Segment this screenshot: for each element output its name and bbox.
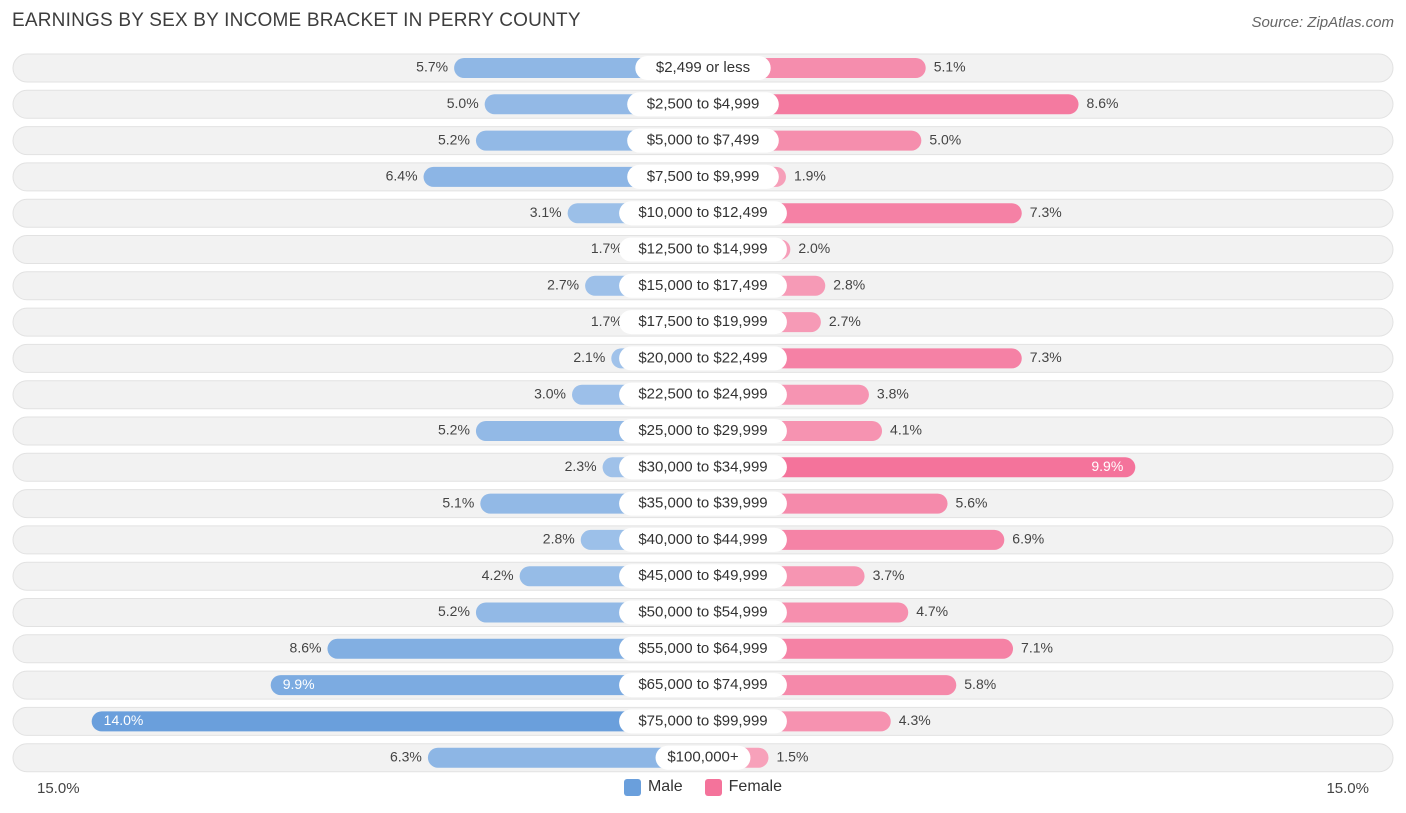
male-bar xyxy=(427,747,703,768)
female-value-label: 7.1% xyxy=(1021,640,1053,656)
category-label-bg xyxy=(619,419,787,443)
female-swatch-icon xyxy=(704,778,722,796)
male-swatch-icon xyxy=(623,778,641,796)
category-label: $100,000+ xyxy=(667,749,739,766)
female-value-label: 5.1% xyxy=(934,59,966,75)
female-value-label: 3.7% xyxy=(873,567,905,583)
female-value-label: 2.7% xyxy=(829,313,861,329)
legend-label-female: Female xyxy=(728,778,783,795)
legend-label-male: Male xyxy=(647,778,683,795)
category-label-bg xyxy=(619,491,787,516)
category-label-bg xyxy=(627,92,779,117)
female-value-label: 6.9% xyxy=(1012,531,1044,547)
female-bar xyxy=(703,94,1079,115)
male-value-label: 14.0% xyxy=(104,712,144,728)
chart-title: EARNINGS BY SEX BY INCOME BRACKET IN PER… xyxy=(12,10,581,31)
female-value-label: 5.8% xyxy=(964,676,996,692)
male-value-label: 2.3% xyxy=(565,458,597,474)
category-label: $50,000 to $54,999 xyxy=(638,603,767,620)
category-label-bg xyxy=(619,455,787,480)
male-value-label: 3.1% xyxy=(530,204,562,220)
male-value-label: 5.2% xyxy=(438,422,470,438)
female-value-label: 7.3% xyxy=(1030,349,1062,365)
female-value-label: 3.8% xyxy=(877,385,909,401)
male-value-label: 5.1% xyxy=(442,494,474,510)
female-value-label: 2.8% xyxy=(833,277,865,293)
category-label-bg xyxy=(655,745,751,770)
legend-item-male[interactable]: Male xyxy=(623,778,683,796)
category-label: $75,000 to $99,999 xyxy=(638,712,767,729)
category-label: $35,000 to $39,999 xyxy=(638,495,767,512)
male-value-label: 2.8% xyxy=(543,531,575,547)
category-label-bg xyxy=(619,382,787,407)
category-label-bg xyxy=(619,310,787,335)
category-label-bg xyxy=(619,273,787,298)
category-label: $5,000 to $7,499 xyxy=(647,132,760,149)
category-label-bg xyxy=(635,56,771,80)
female-value-label: 5.0% xyxy=(929,131,961,147)
female-value-label: 4.7% xyxy=(916,603,948,619)
male-value-label: 5.2% xyxy=(438,603,470,619)
category-label: $55,000 to $64,999 xyxy=(638,640,767,657)
female-value-label: 4.3% xyxy=(899,712,931,728)
male-value-label: 5.0% xyxy=(447,95,479,111)
category-label-bg xyxy=(619,709,787,734)
category-label: $22,500 to $24,999 xyxy=(638,386,767,403)
male-bar xyxy=(91,711,703,732)
female-value-label: 1.9% xyxy=(794,168,826,184)
axis-right-label: 15.0% xyxy=(1326,780,1369,797)
category-label: $2,500 to $4,999 xyxy=(647,95,760,112)
category-label: $7,500 to $9,999 xyxy=(647,168,760,185)
male-value-label: 6.4% xyxy=(386,168,418,184)
category-label-bg xyxy=(619,346,787,371)
category-label-bg xyxy=(627,164,779,189)
female-value-label: 5.6% xyxy=(956,494,988,510)
female-value-label: 2.0% xyxy=(798,240,830,256)
male-bar xyxy=(270,675,703,696)
male-value-label: 2.1% xyxy=(573,349,605,365)
female-value-label: 9.9% xyxy=(1091,458,1123,474)
category-label-bg xyxy=(619,201,787,226)
legend-item-female[interactable]: Female xyxy=(704,778,783,796)
male-value-label: 9.9% xyxy=(283,676,315,692)
category-label-bg xyxy=(619,527,787,552)
category-label: $20,000 to $22,499 xyxy=(638,349,767,366)
category-label-bg xyxy=(619,564,787,589)
category-label-bg xyxy=(619,636,787,661)
female-value-label: 1.5% xyxy=(777,748,809,764)
category-label: $40,000 to $44,999 xyxy=(638,531,767,548)
category-label-bg xyxy=(619,237,787,262)
category-label: $15,000 to $17,499 xyxy=(638,277,767,294)
diverging-bar-chart: 5.7% 5.1% $2,499 or less 5.0% 8.6% $2,500 to … xyxy=(12,53,1394,773)
category-label: $10,000 to $12,499 xyxy=(638,204,767,221)
female-value-label: 7.3% xyxy=(1030,204,1062,220)
male-value-label: 5.7% xyxy=(416,59,448,75)
male-value-label: 6.3% xyxy=(390,748,422,764)
category-label: $12,500 to $14,999 xyxy=(638,240,767,257)
male-value-label: 1.7% xyxy=(591,313,623,329)
male-value-label: 5.2% xyxy=(438,131,470,147)
legend: Male Female xyxy=(0,778,1406,796)
male-value-label: 3.0% xyxy=(534,385,566,401)
male-value-label: 4.2% xyxy=(482,567,514,583)
source-credit: Source: ZipAtlas.com xyxy=(1251,14,1394,31)
female-value-label: 8.6% xyxy=(1087,95,1119,111)
category-label: $17,500 to $19,999 xyxy=(638,313,767,330)
category-label: $30,000 to $34,999 xyxy=(638,458,767,475)
category-label-bg xyxy=(619,600,787,625)
category-label-bg xyxy=(619,673,787,698)
category-label: $45,000 to $49,999 xyxy=(638,567,767,584)
male-value-label: 8.6% xyxy=(290,640,322,656)
category-label-bg xyxy=(627,128,779,153)
female-value-label: 4.1% xyxy=(890,422,922,438)
male-bar xyxy=(327,638,703,659)
category-label: $2,499 or less xyxy=(656,59,750,76)
axis-left-label: 15.0% xyxy=(37,780,80,797)
category-label: $25,000 to $29,999 xyxy=(638,422,767,439)
female-bar xyxy=(703,457,1136,478)
male-value-label: 1.7% xyxy=(591,240,623,256)
male-value-label: 2.7% xyxy=(547,277,579,293)
category-label: $65,000 to $74,999 xyxy=(638,676,767,693)
